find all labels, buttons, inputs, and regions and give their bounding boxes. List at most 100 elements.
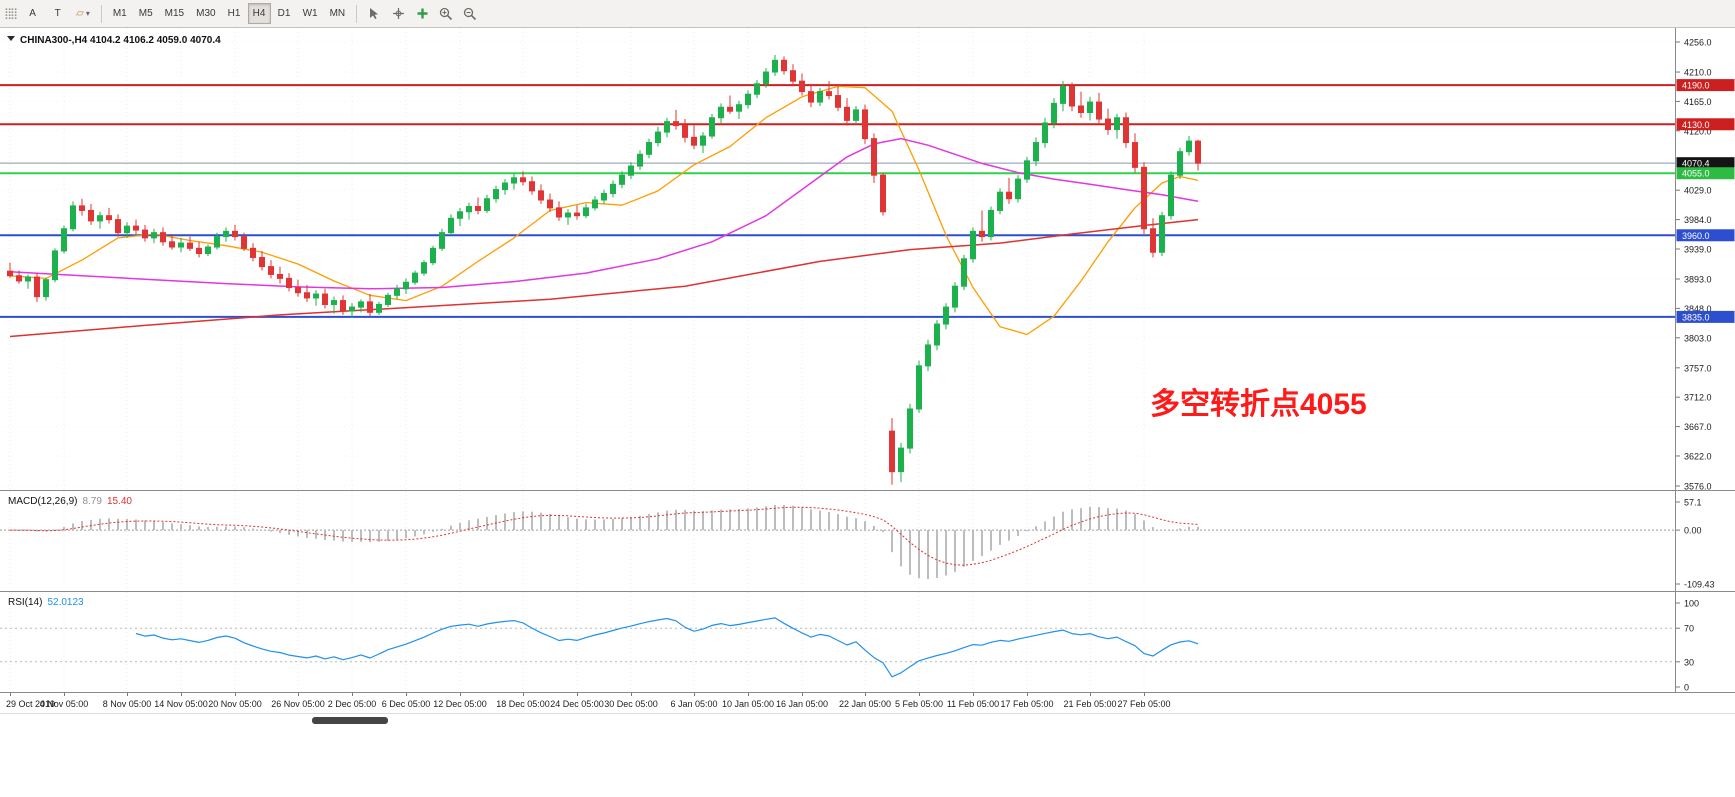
candle	[763, 71, 769, 85]
time-tick	[523, 693, 524, 696]
text-label-button[interactable]: T	[46, 3, 69, 24]
timeframe-m5-button[interactable]: M5	[134, 3, 158, 24]
time-label: 16 Jan 05:00	[775, 699, 829, 709]
candle	[637, 153, 643, 167]
price-badge-label: 4130.0	[1682, 120, 1710, 130]
candle	[790, 70, 796, 82]
candle	[925, 344, 931, 367]
timeframe-m1-button[interactable]: M1	[108, 3, 132, 24]
candle	[232, 230, 238, 238]
price-badge-4055.0	[1676, 167, 1735, 180]
rsi-axis-tick: 100	[1684, 599, 1699, 609]
time-label: 20 Nov 05:00	[208, 699, 262, 709]
timeframe-m30-button[interactable]: M30	[191, 3, 220, 24]
candle	[907, 408, 913, 449]
time-label: 21 Feb 05:00	[1063, 699, 1117, 709]
candle	[970, 230, 976, 260]
candle	[754, 83, 760, 95]
crosshair-icon[interactable]	[388, 4, 408, 24]
candle	[1168, 174, 1174, 217]
price-tick: 3803.0	[1684, 333, 1712, 343]
candle	[277, 273, 283, 279]
timeframe-m15-button[interactable]: M15	[160, 3, 189, 24]
time-tick	[406, 693, 407, 696]
price-tick: 3757.0	[1684, 363, 1712, 373]
text-annotation-button[interactable]: A	[21, 3, 44, 24]
time-tick	[577, 693, 578, 696]
timeframe-group: M1 M5 M15 M30 H1 H4 D1 W1 MN	[107, 3, 351, 24]
candle	[196, 247, 202, 255]
candle	[799, 80, 805, 93]
candle	[115, 219, 121, 234]
time-label: 14 Nov 05:00	[154, 699, 208, 709]
price-badge-label: 4190.0	[1682, 81, 1710, 91]
candle	[241, 236, 247, 249]
price-chart-panel[interactable]: 4256.0 4210.0 4165.0 4120.0 4029.0 3984.0 3939…	[0, 28, 1735, 490]
candle	[106, 215, 112, 221]
candle	[1159, 215, 1165, 253]
candle	[421, 262, 427, 274]
toolbar-drag-handle-icon[interactable]: ⣿⣿	[4, 8, 18, 20]
time-label: 24 Dec 05:00	[550, 699, 604, 709]
candle	[1141, 166, 1147, 230]
time-tick	[127, 693, 128, 696]
candle	[1123, 117, 1129, 144]
macd-label: MACD(12,26,9) 8.79 15.40	[8, 496, 132, 507]
candle	[61, 228, 67, 252]
candle	[340, 300, 346, 312]
candle	[592, 199, 598, 209]
time-tick	[298, 693, 299, 696]
timeframe-d1-button[interactable]: D1	[273, 3, 296, 24]
timeframe-h1-button[interactable]: H1	[223, 3, 246, 24]
candle	[556, 207, 562, 218]
candle	[565, 212, 571, 218]
time-label: 11 Feb 05:00	[946, 699, 1000, 709]
shapes-icon: ▱	[76, 8, 84, 19]
candle	[16, 275, 22, 282]
candle	[700, 135, 706, 146]
timeframe-w1-button[interactable]: W1	[298, 3, 323, 24]
candle	[979, 230, 985, 238]
time-tick	[748, 693, 749, 696]
candle	[1105, 118, 1111, 130]
candle	[475, 206, 481, 211]
price-tick: 3939.0	[1684, 244, 1712, 254]
price-badge-4070.4	[1676, 157, 1735, 170]
cursor-icon[interactable]	[364, 4, 384, 24]
time-label: 29 Oct 2019	[6, 699, 56, 709]
candle	[97, 215, 103, 222]
ma-slow-line	[9, 218, 1199, 338]
candle	[574, 212, 580, 217]
indicators-add-icon[interactable]	[412, 4, 432, 24]
macd-indicator-panel[interactable]: 57.1 0.00 -109.43 MACD(12,26,9) 8.79 15.40	[0, 490, 1735, 591]
zoom-in-icon[interactable]	[436, 4, 456, 24]
candle	[835, 95, 841, 108]
price-badge-3835.0	[1676, 310, 1735, 323]
candle	[655, 131, 661, 144]
rsi-indicator-panel[interactable]: 100 70 30 0 RSI(14) 52.0123	[0, 591, 1735, 692]
time-tick	[694, 693, 695, 696]
macd-axis-tick: 0.00	[1684, 526, 1702, 536]
chart-title-ohlc: CHINA300-,H4 4104.2 4106.2 4059.0 4070.4	[20, 35, 221, 46]
ma-medium-line	[9, 137, 1199, 290]
macd-signal-line	[9, 506, 1199, 566]
zoom-out-icon[interactable]	[460, 4, 480, 24]
chart-collapse-icon[interactable]	[7, 36, 15, 41]
timeframe-h4-button[interactable]: H4	[247, 3, 271, 24]
time-axis[interactable]: 29 Oct 2019 4 Nov 05:00 8 Nov 05:00 14 Nov …	[0, 692, 1735, 713]
chart-horizontal-scrollbar-thumb[interactable]	[312, 717, 388, 724]
candle	[961, 258, 967, 287]
price-badge-4130.0	[1676, 118, 1735, 131]
time-label: 6 Dec 05:00	[381, 699, 431, 709]
price-tick: 3712.0	[1684, 393, 1712, 403]
rsi-axis-tick: 0	[1684, 683, 1689, 693]
candle	[1087, 101, 1093, 114]
price-tick: 3667.0	[1684, 422, 1712, 432]
candle	[88, 209, 94, 222]
timeframe-mn-button[interactable]: MN	[325, 3, 351, 24]
time-label: 2 Dec 05:00	[327, 699, 377, 709]
candle	[610, 183, 616, 194]
candle	[1177, 151, 1183, 176]
candle	[484, 198, 490, 211]
shapes-dropdown-button[interactable]: ▱ ▾	[71, 3, 95, 24]
